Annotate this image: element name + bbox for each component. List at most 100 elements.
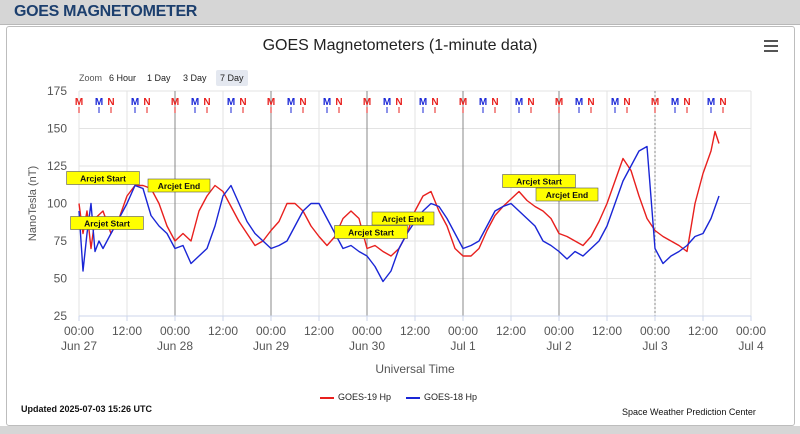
marker-m-blue: M [131, 97, 139, 108]
y-tick-label: 50 [54, 272, 68, 286]
marker-n-red: N [719, 97, 726, 108]
arcjet-label-box [371, 211, 435, 226]
marker-n-red: N [395, 97, 402, 108]
marker-m-blue: M [671, 97, 679, 108]
series-line-goes-18 [78, 145, 720, 283]
marker-n-red: N [107, 97, 114, 108]
arcjet-label-box [66, 171, 140, 185]
legend-swatch-goes-18 [406, 396, 420, 399]
bottom-strip [0, 426, 800, 434]
zoom-7-day-button[interactable]: 7 Day [216, 70, 248, 86]
x-tick-time-label: 00:00 [448, 324, 478, 338]
marker-n-red: N [431, 97, 438, 108]
marker-m-blue: M [323, 97, 331, 108]
marker-n-red: N [683, 97, 690, 108]
credit-text: Space Weather Prediction Center [622, 407, 756, 417]
marker-n-red: N [491, 97, 498, 108]
marker-m-blue: M [515, 97, 523, 108]
legend-label-goes-18: GOES-18 Hp [424, 392, 478, 402]
x-tick-time-label: 00:00 [352, 324, 382, 338]
y-tick-label: 175 [47, 84, 67, 98]
arcjet-label-text: Arcjet Start [84, 219, 130, 229]
marker-m-red: M [75, 97, 83, 108]
marker-n-red: N [203, 97, 210, 108]
x-tick-date-label: Jul 1 [450, 339, 476, 353]
zoom-1-day-button[interactable]: 1 Day [147, 73, 171, 83]
zoom-3-day-button[interactable]: 3 Day [183, 73, 207, 83]
x-tick-date-label: Jun 27 [61, 339, 97, 353]
marker-m-blue: M [95, 97, 103, 108]
arcjet-label-text: Arcjet Start [516, 177, 562, 187]
marker-n-red: N [143, 97, 150, 108]
x-tick-time-label: 12:00 [208, 324, 238, 338]
zoom-label: Zoom [79, 73, 103, 83]
header-bar: GOES MAGNETOMETER [0, 0, 800, 25]
x-tick-time-label: 12:00 [400, 324, 430, 338]
updated-timestamp: Updated 2025-07-03 15:26 UTC [21, 404, 153, 414]
marker-m-blue: M [575, 97, 583, 108]
y-tick-label: 125 [47, 159, 67, 173]
y-tick-label: 100 [47, 197, 67, 211]
marker-m-blue: M [383, 97, 391, 108]
marker-m-red: M [171, 97, 179, 108]
legend-item-goes-19[interactable]: GOES-19 Hp [320, 392, 391, 402]
marker-m-blue: M [479, 97, 487, 108]
marker-n-red: N [299, 97, 306, 108]
marker-m-blue: M [611, 97, 619, 108]
series-line-goes-19 [78, 130, 720, 257]
marker-m-red: M [459, 97, 467, 108]
marker-m-red: M [267, 97, 275, 108]
marker-n-red: N [239, 97, 246, 108]
legend-label-goes-19: GOES-19 Hp [338, 392, 392, 402]
zoom-6-hour-button[interactable]: 6 Hour [109, 73, 137, 83]
marker-n-red: N [587, 97, 594, 108]
x-tick-date-label: Jun 30 [349, 339, 385, 353]
marker-m-blue: M [227, 97, 235, 108]
x-tick-date-label: Jun 28 [157, 339, 193, 353]
x-tick-time-label: 12:00 [304, 324, 334, 338]
arcjet-label-box [70, 216, 144, 230]
chart-title: GOES Magnetometers (1-minute data) [262, 37, 538, 54]
y-tick-label: 150 [47, 122, 67, 136]
legend-swatch-goes-19 [320, 396, 334, 399]
arcjet-label-box [502, 174, 576, 188]
x-tick-time-label: 12:00 [592, 324, 622, 338]
x-tick-time-label: 00:00 [640, 324, 670, 338]
y-tick-label: 25 [54, 309, 68, 323]
arcjet-label-box [535, 187, 599, 202]
x-tick-date-label: Jul 2 [546, 339, 572, 353]
arcjet-label-text: Arcjet Start [80, 174, 126, 184]
x-tick-time-label: 00:00 [736, 324, 766, 338]
x-tick-date-label: Jun 29 [253, 339, 289, 353]
marker-m-red: M [555, 97, 563, 108]
x-tick-time-label: 12:00 [112, 324, 142, 338]
marker-m-blue: M [419, 97, 427, 108]
arcjet-label-text: Arcjet End [382, 214, 425, 224]
x-tick-time-label: 00:00 [256, 324, 286, 338]
y-tick-label: 75 [54, 234, 68, 248]
arcjet-label-text: Arcjet End [158, 181, 201, 191]
marker-m-red: M [363, 97, 371, 108]
marker-m-blue: M [707, 97, 715, 108]
arcjet-label-text: Arcjet Start [348, 228, 394, 238]
marker-m-blue: M [191, 97, 199, 108]
x-tick-time-label: 00:00 [160, 324, 190, 338]
marker-m-blue: M [287, 97, 295, 108]
x-tick-time-label: 12:00 [496, 324, 526, 338]
marker-n-red: N [623, 97, 630, 108]
legend-item-goes-18[interactable]: GOES-18 Hp [406, 392, 477, 402]
arcjet-label-text: Arcjet End [546, 190, 589, 200]
hamburger-menu-icon[interactable] [764, 40, 778, 54]
x-axis-title: Universal Time [375, 362, 455, 376]
x-tick-time-label: 12:00 [688, 324, 718, 338]
x-tick-date-label: Jul 3 [642, 339, 668, 353]
x-tick-time-label: 00:00 [64, 324, 94, 338]
arcjet-label-box [334, 225, 408, 239]
x-tick-time-label: 00:00 [544, 324, 574, 338]
marker-n-red: N [527, 97, 534, 108]
x-tick-date-label: Jul 4 [738, 339, 764, 353]
marker-n-red: N [335, 97, 342, 108]
arcjet-label-box [147, 178, 211, 193]
page-title: GOES MAGNETOMETER [14, 3, 198, 20]
